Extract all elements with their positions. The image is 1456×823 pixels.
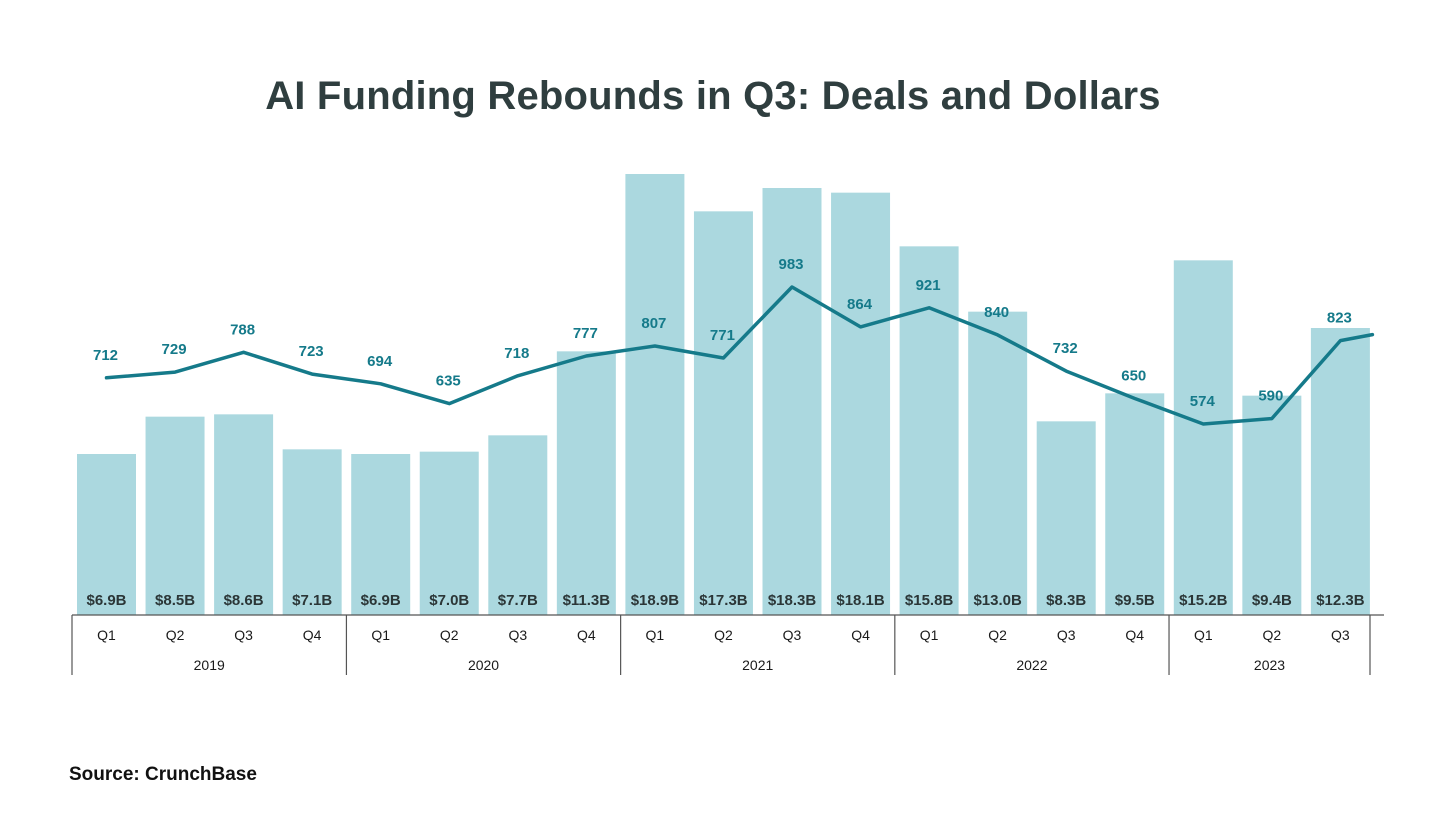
- funding-bar: [214, 414, 274, 615]
- year-label: 2023: [1254, 657, 1285, 673]
- deal-count-label: 864: [847, 296, 873, 313]
- funding-bar: [625, 174, 685, 615]
- funding-bar: [1242, 395, 1302, 615]
- quarter-tick-label: Q1: [1194, 627, 1213, 643]
- quarter-tick-label: Q3: [234, 627, 253, 643]
- bars-layer: [77, 174, 1370, 616]
- quarter-tick-label: Q4: [303, 627, 322, 643]
- funding-bar: [488, 435, 548, 615]
- funding-bar: [419, 451, 479, 615]
- funding-bar: [693, 211, 753, 616]
- funding-bar: [1173, 260, 1233, 615]
- deal-count-label: 650: [1121, 368, 1146, 385]
- funding-bar-label: $15.8B: [905, 592, 954, 609]
- deal-count-label: 635: [436, 373, 461, 390]
- quarter-tick-label: Q3: [1057, 627, 1076, 643]
- deal-count-label: 921: [916, 277, 941, 294]
- funding-bar-label: $8.6B: [224, 592, 264, 609]
- deal-count-label: 590: [1258, 388, 1283, 405]
- deal-count-label: 983: [778, 256, 803, 273]
- funding-bar: [351, 454, 411, 615]
- quarter-tick-label: Q1: [920, 627, 939, 643]
- quarter-tick-label: Q4: [577, 627, 596, 643]
- deal-count-label: 807: [641, 315, 666, 332]
- deal-count-label: 694: [367, 353, 393, 370]
- funding-bar: [899, 246, 959, 616]
- funding-bar: [762, 188, 822, 615]
- chart-title: AI Funding Rebounds in Q3: Deals and Dol…: [265, 74, 1161, 118]
- funding-bar-label: $18.3B: [768, 592, 817, 609]
- funding-bar: [145, 416, 205, 615]
- quarter-tick-label: Q3: [508, 627, 527, 643]
- deals-line-layer: [104, 285, 1375, 426]
- funding-bar: [77, 454, 136, 615]
- funding-bar-label: $7.1B: [292, 592, 332, 609]
- source-note: Source: CrunchBase: [69, 764, 257, 785]
- funding-bar-label: $7.7B: [498, 592, 538, 609]
- funding-bar: [1310, 328, 1370, 615]
- funding-bar-label: $18.9B: [631, 592, 680, 609]
- funding-bar-label: $18.1B: [836, 592, 885, 609]
- funding-bar-label: $7.0B: [429, 592, 469, 609]
- funding-bar: [968, 311, 1028, 615]
- deal-count-label: 823: [1327, 310, 1352, 327]
- funding-bar: [1036, 421, 1096, 615]
- quarter-tick-label: Q2: [988, 627, 1007, 643]
- funding-bar: [1105, 393, 1165, 615]
- funding-bar-label: $6.9B: [361, 592, 401, 609]
- deals-line: [104, 285, 1375, 426]
- funding-bar-label: $6.9B: [86, 592, 126, 609]
- funding-bar-label: $15.2B: [1179, 592, 1228, 609]
- quarter-tick-label: Q1: [646, 627, 665, 643]
- quarter-tick-label: Q1: [371, 627, 390, 643]
- deal-count-label: 771: [710, 327, 735, 344]
- quarter-tick-label: Q2: [1263, 627, 1282, 643]
- quarter-tick-label: Q3: [1331, 627, 1350, 643]
- deal-count-label: 574: [1190, 393, 1216, 410]
- deal-count-label: 723: [299, 343, 324, 360]
- funding-bar: [556, 351, 616, 615]
- deal-count-label: 732: [1053, 340, 1078, 357]
- deal-count-label: 777: [573, 325, 598, 342]
- quarter-tick-label: Q3: [783, 627, 802, 643]
- deal-count-label: 729: [162, 341, 187, 358]
- quarter-tick-label: Q4: [1125, 627, 1144, 643]
- quarter-tick-label: Q1: [97, 627, 116, 643]
- year-label: 2021: [742, 657, 773, 673]
- funding-bar-label: $12.3B: [1316, 592, 1365, 609]
- funding-bar: [831, 192, 891, 615]
- funding-bar: [282, 449, 342, 615]
- quarter-tick-label: Q4: [851, 627, 870, 643]
- funding-bar-label: $8.3B: [1046, 592, 1086, 609]
- funding-bar-label: $9.5B: [1115, 592, 1155, 609]
- deal-count-label: 840: [984, 304, 1009, 321]
- year-label: 2020: [468, 657, 499, 673]
- funding-bar-label: $17.3B: [699, 592, 748, 609]
- quarter-tick-label: Q2: [440, 627, 459, 643]
- funding-bar-label: $13.0B: [973, 592, 1022, 609]
- deal-count-label: 788: [230, 321, 255, 338]
- deal-count-label: 712: [93, 347, 118, 364]
- quarter-tick-label: Q2: [714, 627, 733, 643]
- deal-count-label: 718: [504, 345, 529, 362]
- funding-bar-label: $11.3B: [563, 592, 611, 609]
- x-axis: [71, 614, 1384, 675]
- funding-bar-label: $9.4B: [1252, 592, 1292, 609]
- labels-layer: $6.9B $8.5B $8.6B $7.1B $6.9B $7.0B $7.7B $11.3…: [86, 256, 1364, 673]
- quarter-tick-label: Q2: [166, 627, 185, 643]
- year-label: 2019: [194, 657, 225, 673]
- funding-bar-label: $8.5B: [155, 592, 195, 609]
- year-label: 2022: [1016, 657, 1047, 673]
